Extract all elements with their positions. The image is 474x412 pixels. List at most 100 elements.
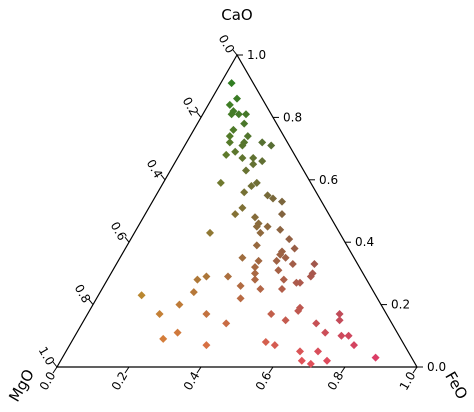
tick-label-feo: 0.0: [37, 369, 59, 393]
tick-mark-mgo: [88, 299, 94, 305]
tick-label-cao: 0.4: [355, 235, 374, 249]
data-point: [344, 331, 353, 340]
data-point: [267, 141, 276, 150]
data-point: [240, 119, 249, 128]
tick-label-mgo: 0.6: [108, 219, 130, 243]
data-point: [314, 347, 322, 356]
data-point: [238, 203, 247, 212]
data-point: [371, 353, 380, 362]
data-point: [306, 359, 315, 368]
tick-label-mgo: 0.0: [216, 32, 238, 56]
data-point: [189, 288, 198, 297]
data-point: [216, 178, 225, 187]
data-point: [335, 316, 344, 325]
tick-label-feo: 0.8: [325, 369, 347, 393]
data-point: [229, 125, 238, 134]
data-point: [175, 300, 184, 309]
data-point: [263, 222, 272, 231]
data-point: [242, 166, 250, 175]
tick-mark-feo: [412, 366, 418, 374]
data-point: [222, 150, 231, 159]
tick-label-feo: 1.0: [397, 369, 419, 393]
tick-label-feo: 0.4: [181, 369, 203, 393]
data-point: [294, 306, 303, 315]
data-point: [238, 153, 247, 162]
data-point: [251, 275, 259, 284]
data-point: [249, 160, 258, 169]
data-point: [236, 281, 245, 290]
data-point: [236, 294, 245, 303]
tick-labels: 1.00.80.60.40.20.00.00.20.40.60.81.00.0 0…: [36, 32, 446, 393]
data-point: [231, 210, 240, 219]
axis-label-top: CaO: [221, 6, 252, 24]
data-point: [256, 285, 265, 293]
data-point: [227, 110, 236, 119]
data-point: [243, 132, 252, 141]
data-point: [310, 260, 319, 269]
data-point: [225, 132, 234, 141]
data-point: [227, 79, 236, 88]
data-point: [323, 356, 331, 365]
tick-mark-mgo: [124, 236, 130, 243]
data-point: [278, 197, 286, 206]
tick-mark-feo: [196, 366, 202, 374]
data-points: [137, 79, 380, 368]
data-point: [297, 356, 306, 365]
data-point: [155, 309, 164, 318]
tick-label-cao: 0.6: [319, 173, 338, 187]
data-point: [231, 147, 240, 156]
tick-label-cao: 0.2: [391, 298, 410, 312]
tick-mark-mgo: [196, 112, 202, 118]
data-point: [276, 250, 285, 259]
data-point: [261, 338, 270, 347]
data-point: [269, 194, 277, 203]
tick-mark-feo: [340, 366, 346, 374]
data-point: [249, 153, 258, 162]
data-point: [278, 210, 286, 219]
data-point: [256, 228, 265, 237]
data-point: [202, 309, 211, 318]
data-point: [242, 110, 250, 119]
data-point: [225, 100, 234, 109]
data-point: [337, 331, 346, 340]
data-point: [222, 319, 231, 328]
tick-mark-mgo: [232, 49, 238, 56]
data-point: [288, 260, 297, 269]
data-point: [335, 309, 344, 318]
data-point: [238, 253, 247, 262]
data-point: [251, 269, 259, 278]
tick-label-feo: 0.6: [253, 369, 275, 393]
tick-marks: [52, 49, 423, 374]
data-point: [252, 178, 261, 187]
data-point: [247, 182, 256, 191]
data-point: [224, 272, 232, 281]
tick-mark-mgo: [160, 174, 166, 181]
data-point: [350, 341, 358, 350]
data-point: [193, 275, 202, 284]
data-point: [202, 341, 211, 350]
tick-label-cao: 0.8: [283, 110, 302, 124]
tick-label-cao: 0.0: [427, 360, 446, 374]
data-point: [159, 334, 168, 343]
data-point: [321, 328, 330, 337]
data-point: [173, 328, 182, 337]
data-point: [290, 244, 299, 253]
data-point: [281, 316, 290, 325]
data-point: [258, 138, 267, 147]
data-point: [233, 94, 241, 103]
tick-mark-feo: [124, 366, 130, 374]
data-point: [202, 272, 211, 281]
data-point: [225, 138, 234, 147]
tick-label-feo: 0.2: [109, 369, 131, 393]
data-point: [272, 256, 281, 265]
data-point: [312, 319, 321, 328]
data-point: [274, 266, 283, 275]
tick-label-mgo: 0.4: [144, 157, 166, 181]
data-point: [206, 228, 214, 237]
data-point: [240, 188, 249, 197]
data-point: [276, 225, 285, 234]
tick-label-mgo: 0.2: [180, 95, 202, 119]
axis-label-left: MgO: [5, 366, 38, 405]
tick-mark-feo: [52, 366, 58, 374]
data-point: [267, 309, 276, 318]
